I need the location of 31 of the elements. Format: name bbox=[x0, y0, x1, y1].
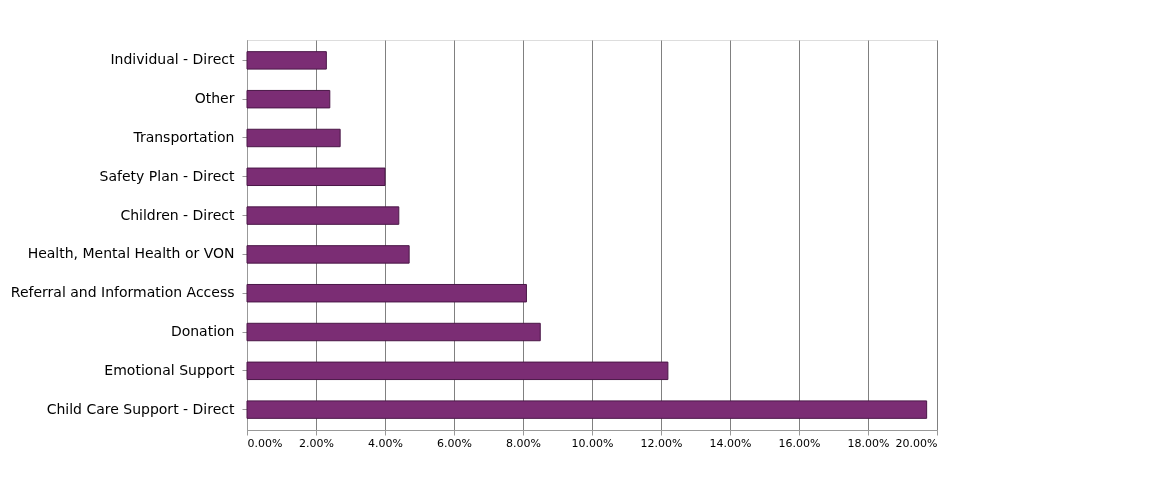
x-tick-label: 0.00% bbox=[247, 436, 283, 450]
y-tick-label: Emotional Support bbox=[104, 361, 235, 378]
x-tick-label: 14.00% bbox=[709, 436, 752, 450]
y-tick-label: Transportation bbox=[132, 128, 235, 145]
bar bbox=[246, 322, 541, 342]
bar bbox=[246, 283, 527, 303]
bar bbox=[246, 361, 669, 381]
y-tick-label: Referral and Information Access bbox=[10, 284, 235, 301]
y-tick-label: Donation bbox=[170, 323, 235, 340]
bar bbox=[246, 167, 386, 187]
bar bbox=[246, 245, 410, 264]
x-tick-label: 6.00% bbox=[437, 436, 472, 450]
x-tick-label: 10.00% bbox=[571, 436, 614, 450]
y-tick-label: Other bbox=[194, 90, 235, 107]
bar bbox=[246, 89, 331, 109]
y-tick-label: Safety Plan - Direct bbox=[99, 167, 236, 184]
bar bbox=[246, 206, 400, 225]
x-tick-label: 18.00% bbox=[847, 436, 890, 450]
x-tick-label: 4.00% bbox=[368, 436, 403, 450]
y-tick-label: Children - Direct bbox=[120, 206, 235, 223]
x-tick-label: 2.00% bbox=[299, 436, 334, 450]
x-tick-label: 16.00% bbox=[778, 436, 821, 450]
bar bbox=[246, 51, 327, 70]
x-tick-label: 12.00% bbox=[640, 436, 683, 450]
x-tick-label: 8.00% bbox=[506, 436, 541, 450]
y-tick-label: Individual - Direct bbox=[110, 51, 235, 68]
x-tick-label: 20.00% bbox=[895, 436, 938, 450]
bar bbox=[246, 128, 341, 148]
bar bbox=[246, 400, 928, 419]
y-tick-label: Child Care Support - Direct bbox=[46, 400, 235, 417]
y-tick-label: Health, Mental Health or VON bbox=[27, 245, 235, 262]
